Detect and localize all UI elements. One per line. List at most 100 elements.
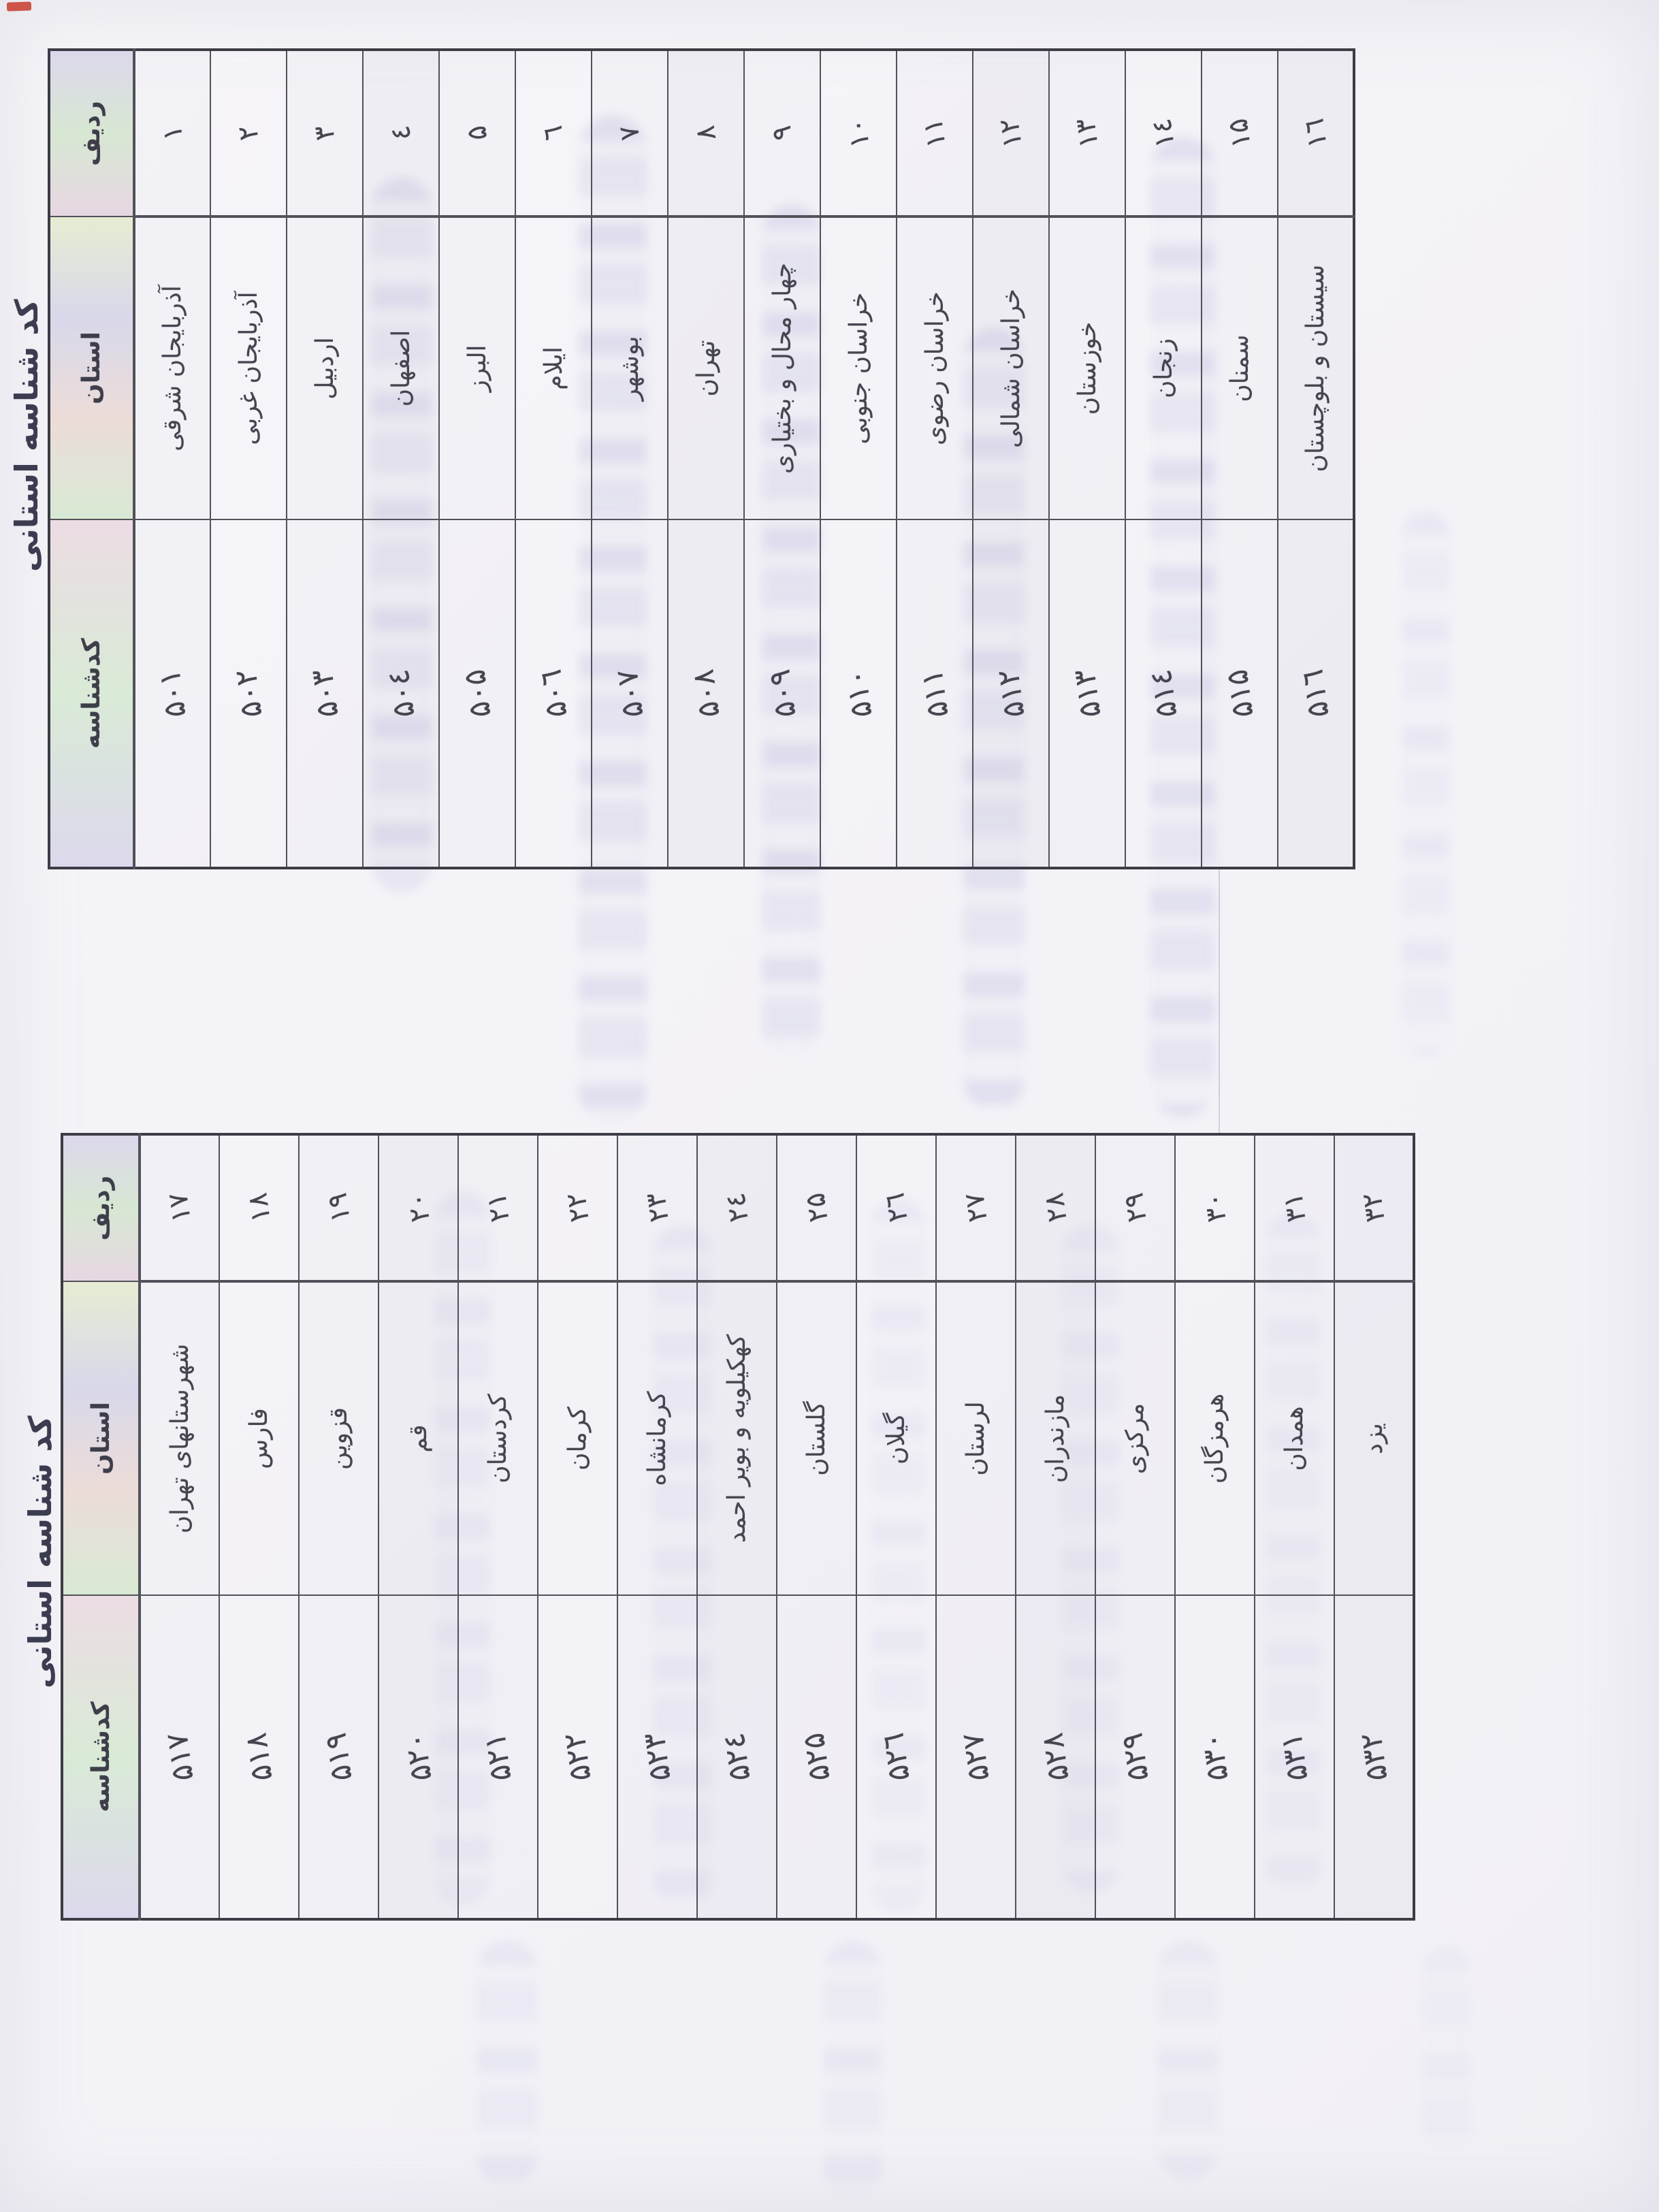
- province-code-table-2: ردیف استان کدشناسه ۱۷ شهرستانهای تهران ۵۱۷…: [61, 1133, 1415, 1921]
- row-number-cell: ۸: [668, 50, 744, 217]
- bleedthrough-texture: [1157, 1940, 1219, 2179]
- province-code-table-2-region: ردیف استان کدشناسه ۱۷ شهرستانهای تهران ۵۱۷…: [61, 1133, 1415, 1921]
- province-name-cell: کرمان: [538, 1281, 617, 1595]
- bleedthrough-texture: [1062, 1225, 1120, 1893]
- row-number-cell: ۲۱: [458, 1134, 538, 1281]
- code-cell-text: ۵۲٤: [716, 1730, 758, 1784]
- province-name-cell: کرمانشاه: [617, 1281, 697, 1595]
- table-row: ٦ ایلام ۵۰٦: [515, 50, 592, 868]
- section-title-1: کد شناسه استانی: [8, 299, 45, 572]
- table-row: ۳۲ یزد ۵۳۲: [1334, 1134, 1414, 1919]
- code-cell: ۵۲۵: [777, 1595, 856, 1919]
- header-code: کدشناسه: [49, 519, 134, 868]
- row-number-cell-text: ۲۲: [560, 1191, 596, 1225]
- bleedthrough-texture: [654, 1225, 711, 1906]
- code-cell: ۵۱۳: [1049, 519, 1125, 868]
- code-cell-text: ۵۱۷: [159, 1730, 201, 1784]
- table-row: ۳۰ هرمزگان ۵۳۰: [1175, 1134, 1255, 1919]
- row-number-cell: ۲٦: [856, 1134, 936, 1281]
- code-cell-text: ۵۳۰: [1194, 1730, 1236, 1784]
- province-name-cell-text: چهار محال و بختیاری: [768, 262, 796, 475]
- code-cell: ۵۱۵: [1202, 519, 1278, 868]
- row-number-cell: ۳۲: [1334, 1134, 1414, 1281]
- row-number-cell-text: ۲٦: [878, 1191, 914, 1225]
- province-name-cell-text: ایلام: [539, 347, 568, 390]
- code-cell: ۵۰٦: [515, 519, 592, 868]
- row-number-cell: ۱۸: [219, 1134, 299, 1281]
- province-code-table-1: ردیف استان کدشناسه ۱ آذربایجان شرقی ۵۰۱ ۲ آذ…: [48, 48, 1355, 869]
- province-name-cell: البرز: [439, 217, 515, 519]
- province-name-cell: سیستان و بلوچستان: [1278, 217, 1354, 519]
- row-number-cell: ٤: [363, 50, 439, 217]
- province-name-cell-text: خراسان شمالی: [997, 288, 1025, 449]
- code-cell-text: ۵۲۱: [477, 1730, 519, 1784]
- row-number-cell: ٦: [515, 50, 592, 217]
- row-number-cell: ۲۳: [617, 1134, 697, 1281]
- code-cell: ۵۳۰: [1175, 1595, 1255, 1919]
- province-name-cell-text: زنجان: [1149, 338, 1178, 399]
- row-number-cell-text: ۲۰: [400, 1191, 436, 1225]
- row-number-cell-text: ۲۹: [1117, 1191, 1153, 1225]
- table-row: ۱۳ خوزستان ۵۱۳: [1049, 50, 1125, 868]
- province-name-cell: کهکیلویه و بویر احمد: [697, 1281, 777, 1595]
- table-row: ۱ آذربایجان شرقی ۵۰۱: [134, 50, 210, 868]
- row-number-cell-text: ۱۳: [1069, 116, 1105, 150]
- province-name-cell-text: سیستان و بلوچستان: [1302, 264, 1330, 472]
- code-cell: ۵۲۰: [378, 1595, 458, 1919]
- province-name-cell: گیلان: [856, 1281, 936, 1595]
- row-number-cell: ۷: [592, 50, 668, 217]
- bleedthrough-texture: [436, 1191, 490, 1906]
- province-name-cell: لرستان: [936, 1281, 1016, 1595]
- province-name-cell: ایلام: [515, 217, 592, 519]
- code-cell-text: ۵۲۸: [1035, 1730, 1076, 1784]
- bleedthrough-texture: [1150, 136, 1215, 1117]
- header-code: کدشناسه: [62, 1595, 140, 1919]
- row-number-cell-text: ۲۷: [958, 1191, 994, 1225]
- table-row: ۲۰ قم ۵۲۰: [378, 1134, 458, 1919]
- province-name-cell: اصفهان: [363, 217, 439, 519]
- table-row: ۳۱ همدان ۵۳۱: [1255, 1134, 1334, 1919]
- row-number-cell-text: ۳۱: [1276, 1191, 1312, 1225]
- code-cell-text: ۵۰۱: [152, 667, 193, 720]
- table-row: ۱۵ سمنان ۵۱۵: [1202, 50, 1278, 868]
- row-number-cell: ۲٤: [697, 1134, 777, 1281]
- code-cell-text: ۵۱۳: [1066, 667, 1108, 720]
- province-name-cell-text: مازندران: [1042, 1394, 1069, 1484]
- province-name-cell: مازندران: [1016, 1281, 1095, 1595]
- province-name-cell: بوشهر: [592, 217, 668, 519]
- bleedthrough-texture: [477, 1940, 538, 2185]
- code-cell: ۵۳۱: [1255, 1595, 1334, 1919]
- header-row: ردیف استان کدشناسه: [62, 1134, 140, 1919]
- province-name-cell: زنجان: [1125, 217, 1202, 519]
- province-name-cell: سمنان: [1202, 217, 1278, 519]
- bleedthrough-texture: [824, 1940, 882, 2199]
- province-name-cell-text: مرکزی: [1121, 1402, 1149, 1475]
- table-row: ۲۸ مازندران ۵۲۸: [1016, 1134, 1095, 1919]
- bleedthrough-texture: [371, 177, 432, 892]
- table-row: ۲۲ کرمان ۵۲۲: [538, 1134, 617, 1919]
- province-name-cell: تهران: [668, 217, 744, 519]
- row-number-cell-text: ۲۳: [639, 1191, 675, 1225]
- row-number-cell: ۱۰: [820, 50, 897, 217]
- province-name-cell: گلستان: [777, 1281, 856, 1595]
- row-number-cell: ۹: [744, 50, 820, 217]
- code-cell: ۵۰۵: [439, 519, 515, 868]
- province-name-cell-text: یزد: [1359, 1423, 1388, 1454]
- table-row: ۱٤ زنجان ۵۱٤: [1125, 50, 1202, 868]
- code-cell-text: ۵۱۱: [914, 667, 956, 720]
- code-cell: ۵۱٤: [1125, 519, 1202, 868]
- province-name-cell-text: اردبیل: [310, 337, 339, 400]
- province-name-cell-text: فارس: [245, 1408, 273, 1469]
- code-cell-text: ۵۲۳: [637, 1730, 678, 1784]
- table-row: ۵ البرز ۵۰۵: [439, 50, 515, 868]
- header-row: ردیف استان کدشناسه: [49, 50, 134, 868]
- province-name-cell-text: البرز: [463, 344, 492, 392]
- header-province: استان: [62, 1281, 140, 1595]
- province-name-cell-text: کردستان: [484, 1394, 512, 1484]
- code-cell: ۵۱٦: [1278, 519, 1354, 868]
- code-cell-text: ۵۱۵: [1219, 667, 1261, 720]
- row-number-cell: ۳۱: [1255, 1134, 1334, 1281]
- province-name-cell: خراسان شمالی: [973, 217, 1049, 519]
- row-number-cell: ۱۹: [299, 1134, 378, 1281]
